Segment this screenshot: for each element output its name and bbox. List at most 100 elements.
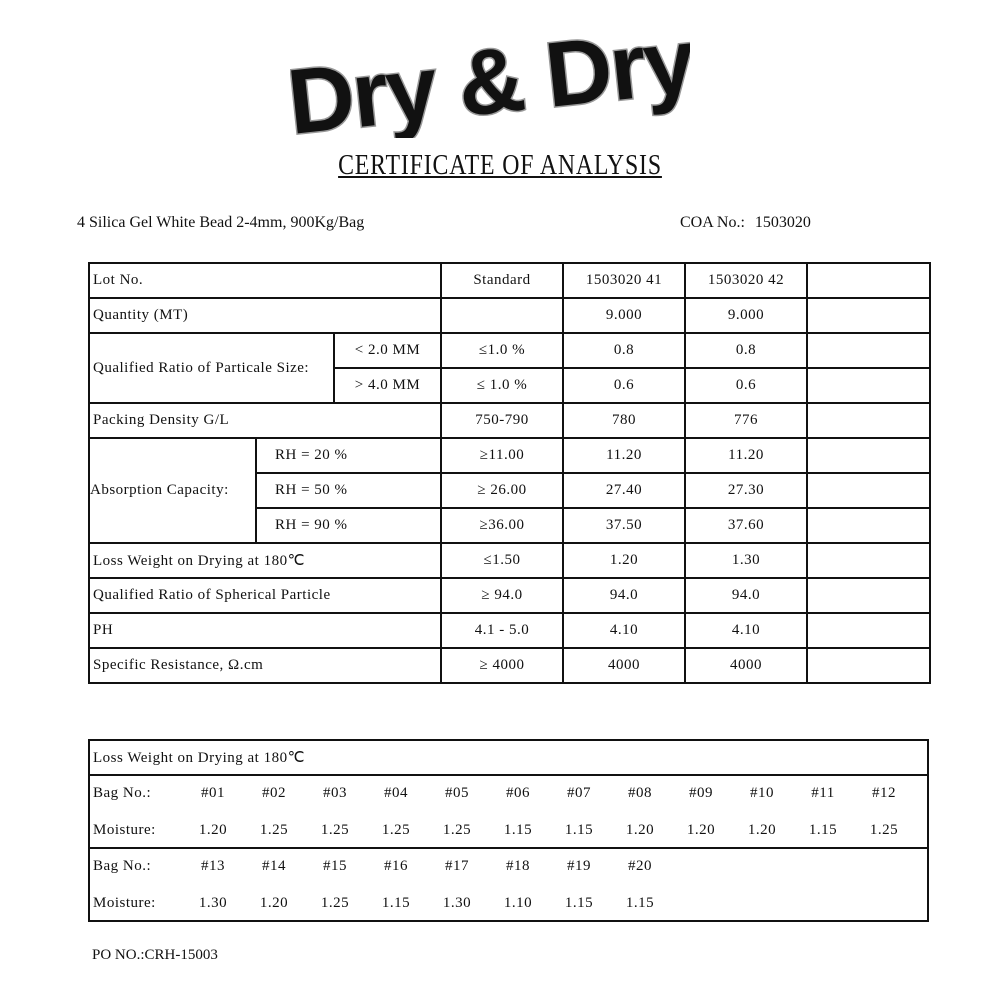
moisture-value: 1.20 [625, 822, 655, 838]
row-sublabel: > 4.0 MM [333, 367, 442, 404]
moisture-row: Moisture: 1.20 1.25 1.25 1.25 1.25 1.15 1.15 1.2… [93, 822, 926, 842]
bag-number: #04 [384, 785, 408, 801]
row-label: Packing Density G/L [88, 402, 442, 439]
table-cell: 11.20 [562, 437, 686, 474]
table-row: PH 4.1 - 5.0 4.10 4.10 [88, 612, 931, 649]
moisture-value: 1.15 [808, 822, 838, 838]
coa-number: COA No.: 1503020 [680, 214, 811, 231]
spec-table: Lot No. Standard 1503020 41 1503020 42 Quant… [88, 262, 931, 684]
table-cell: 4.10 [684, 612, 808, 649]
bag-number: #17 [445, 858, 469, 874]
moisture-value: 1.20 [198, 822, 228, 838]
row-label: Moisture: [93, 895, 156, 911]
table-cell [806, 402, 931, 439]
bag-number: #02 [262, 785, 286, 801]
column-header: 1503020 42 [684, 262, 808, 299]
moisture-value: 1.30 [198, 895, 228, 911]
moisture-value: 1.25 [259, 822, 289, 838]
row-label: Bag No.: [93, 858, 152, 874]
column-header [806, 262, 931, 299]
bag-number: #07 [567, 785, 591, 801]
row-label: Quantity (MT) [88, 297, 442, 334]
table-cell: 0.8 [562, 332, 686, 369]
table-cell: 27.40 [562, 472, 686, 509]
bag-number: #20 [628, 858, 652, 874]
moisture-row: Moisture: 1.30 1.20 1.25 1.15 1.30 1.10 1.15 1.1… [93, 895, 926, 915]
table-cell [806, 297, 931, 334]
bag-number: #10 [750, 785, 774, 801]
table-cell: 1.30 [684, 542, 808, 579]
table-cell: 94.0 [562, 577, 686, 614]
bag-group: Bag No.: #01 #02 #03 #04 #05 #06 #07 #08 #09 #10 #1… [88, 774, 929, 849]
table-cell: 4000 [684, 647, 808, 684]
moisture-table-title: Loss Weight on Drying at 180℃ [88, 739, 929, 776]
table-cell: 776 [684, 402, 808, 439]
table-cell: ≥ 94.0 [440, 577, 564, 614]
table-row: RH = 90 % ≥36.00 37.50 37.60 [89, 507, 931, 544]
row-sublabel: RH = 50 % [255, 472, 442, 509]
table-row: Qualified Ratio of Spherical Particle ≥ 9… [88, 577, 931, 614]
moisture-value: 1.20 [747, 822, 777, 838]
row-label: Absorption Capacity: [88, 437, 257, 544]
table-cell: ≤1.0 % [440, 332, 564, 369]
bag-number: #12 [872, 785, 896, 801]
table-cell: 37.60 [684, 507, 808, 544]
table-cell: ≥11.00 [440, 437, 564, 474]
table-cell: ≥ 26.00 [440, 472, 564, 509]
table-cell: ≤ 1.0 % [440, 367, 564, 404]
moisture-value: 1.15 [381, 895, 411, 911]
table-cell: ≥ 4000 [440, 647, 564, 684]
table-cell [806, 542, 931, 579]
table-cell: 0.6 [684, 367, 808, 404]
table-cell: 4000 [562, 647, 686, 684]
row-label: Loss Weight on Drying at 180℃ [88, 542, 442, 579]
row-sublabel: RH = 90 % [255, 507, 442, 544]
table-row: Specific Resistance, Ω.cm ≥ 4000 4000 4000 [88, 647, 931, 684]
moisture-table: Loss Weight on Drying at 180℃ Bag No.: #0… [88, 739, 929, 922]
table-cell: 1.20 [562, 542, 686, 579]
moisture-value: 1.10 [503, 895, 533, 911]
table-cell: ≥36.00 [440, 507, 564, 544]
table-cell: 94.0 [684, 577, 808, 614]
table-cell: 4.1 - 5.0 [440, 612, 564, 649]
row-label: Moisture: [93, 822, 156, 838]
table-cell [806, 437, 931, 474]
bag-number: #01 [201, 785, 225, 801]
row-label: PH [88, 612, 442, 649]
table-cell [806, 577, 931, 614]
moisture-value: 1.20 [259, 895, 289, 911]
moisture-value: 1.30 [442, 895, 472, 911]
bag-number-row: Bag No.: #13 #14 #15 #16 #17 #18 #19 #20 [93, 858, 926, 878]
table-cell: 780 [562, 402, 686, 439]
table-row: Absorption Capacity: RH = 20 % ≥11.00 11.20… [88, 437, 931, 544]
bag-number: #18 [506, 858, 530, 874]
table-cell: 0.8 [684, 332, 808, 369]
table-cell: 4.10 [562, 612, 686, 649]
page-title: CERTIFICATE OF ANALYSIS [338, 150, 662, 181]
moisture-value: 1.15 [625, 895, 655, 911]
table-cell: 0.6 [562, 367, 686, 404]
table-cell: 9.000 [562, 297, 686, 334]
row-label: Qualified Ratio of Spherical Particle [88, 577, 442, 614]
moisture-value: 1.25 [320, 822, 350, 838]
row-sublabel: < 2.0 MM [333, 332, 442, 369]
column-header: 1503020 41 [562, 262, 686, 299]
bag-number: #09 [689, 785, 713, 801]
table-row: > 4.0 MM ≤ 1.0 % 0.6 0.6 [89, 367, 931, 404]
row-label: Qualified Ratio of Particale Size: [88, 332, 335, 404]
bag-number: #11 [811, 785, 835, 801]
bag-number: #16 [384, 858, 408, 874]
table-row: Packing Density G/L 750-790 780 776 [88, 402, 931, 439]
table-row: Loss Weight on Drying at 180℃ ≤1.50 1.20 1.… [88, 542, 931, 579]
table-cell [806, 507, 931, 544]
po-number: PO NO.:CRH-15003 [92, 947, 218, 963]
bag-number-row: Bag No.: #01 #02 #03 #04 #05 #06 #07 #08 #09 #10 #1… [93, 785, 926, 805]
row-label: Specific Resistance, Ω.cm [88, 647, 442, 684]
bag-group: Bag No.: #13 #14 #15 #16 #17 #18 #19 #20 Moisture… [88, 847, 929, 922]
column-header: Standard [440, 262, 564, 299]
table-row: Quantity (MT) 9.000 9.000 [88, 297, 931, 334]
table-cell: 9.000 [684, 297, 808, 334]
table-row: Qualified Ratio of Particale Size: < 2.0 … [88, 332, 931, 404]
moisture-value: 1.20 [686, 822, 716, 838]
table-cell: 11.20 [684, 437, 808, 474]
